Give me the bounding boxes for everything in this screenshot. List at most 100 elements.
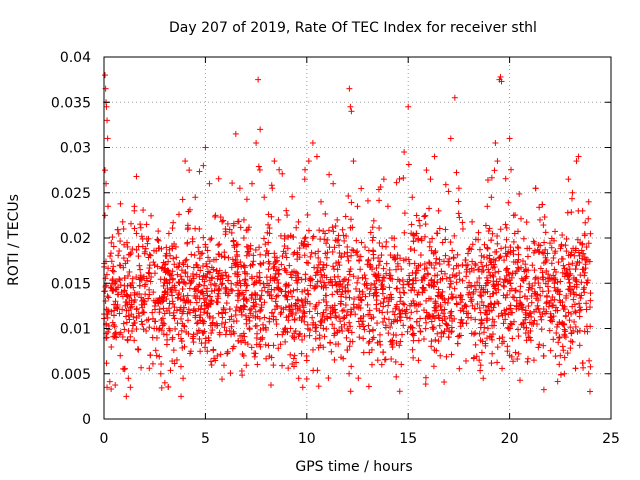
data-point <box>438 307 445 314</box>
data-point <box>534 302 541 309</box>
data-point <box>409 331 416 338</box>
data-point <box>120 225 127 232</box>
data-point <box>469 241 476 248</box>
data-point <box>193 299 200 306</box>
data-point <box>220 362 227 369</box>
data-point <box>115 252 122 259</box>
data-point <box>360 349 367 356</box>
data-point <box>353 237 360 244</box>
data-point <box>422 212 429 219</box>
data-point <box>108 258 115 265</box>
data-point <box>102 167 109 174</box>
data-point <box>257 343 264 350</box>
data-point <box>369 237 376 244</box>
data-point <box>145 269 152 276</box>
data-point <box>360 335 367 342</box>
data-point <box>184 310 191 317</box>
data-point <box>383 270 390 277</box>
data-point <box>422 221 429 228</box>
data-point <box>422 374 429 381</box>
data-point <box>198 250 205 257</box>
data-point <box>405 103 412 110</box>
data-point <box>396 388 403 395</box>
data-point <box>496 335 503 342</box>
data-point <box>561 332 568 339</box>
data-point <box>397 294 404 301</box>
data-point <box>323 254 330 261</box>
data-point <box>136 282 143 289</box>
data-point <box>138 364 145 371</box>
data-point <box>228 280 235 287</box>
data-point <box>310 233 317 240</box>
data-point <box>114 226 121 233</box>
data-point <box>157 370 164 377</box>
data-point <box>215 251 222 258</box>
data-point <box>523 219 530 226</box>
data-point <box>347 216 354 223</box>
data-point <box>117 238 124 245</box>
data-point <box>257 126 264 133</box>
data-point <box>146 365 153 372</box>
data-point <box>257 260 264 267</box>
data-point <box>117 277 124 284</box>
data-point <box>379 318 386 325</box>
data-point <box>347 388 354 395</box>
data-point <box>262 341 269 348</box>
data-point <box>572 309 579 316</box>
data-point <box>303 375 310 382</box>
data-point <box>288 274 295 281</box>
data-point <box>415 337 422 344</box>
data-point <box>203 263 210 270</box>
data-point <box>276 166 283 173</box>
data-point <box>502 310 509 317</box>
data-point <box>257 251 264 258</box>
data-point <box>107 250 114 257</box>
data-point <box>192 194 199 201</box>
x-tick-label: 10 <box>298 431 316 447</box>
y-tick-label: 0.035 <box>51 95 91 111</box>
data-point <box>146 251 153 258</box>
data-point <box>476 357 483 364</box>
data-point <box>104 314 111 321</box>
data-point <box>542 229 549 236</box>
data-point <box>305 260 312 267</box>
data-point <box>139 304 146 311</box>
data-point <box>559 343 566 350</box>
data-point <box>136 262 143 269</box>
data-point <box>189 235 196 242</box>
data-point <box>554 321 561 328</box>
data-point <box>204 247 211 254</box>
data-point <box>256 308 263 315</box>
data-point <box>143 221 150 228</box>
data-point <box>306 332 313 339</box>
data-point <box>572 323 579 330</box>
data-point <box>405 256 412 263</box>
data-point <box>417 252 424 259</box>
data-point <box>453 169 460 176</box>
data-point <box>397 314 404 321</box>
data-point <box>330 263 337 270</box>
data-point <box>387 291 394 298</box>
data-point <box>562 242 569 249</box>
data-point <box>563 248 570 255</box>
data-point <box>516 190 523 197</box>
data-point <box>149 360 156 367</box>
data-point <box>449 247 456 254</box>
data-point <box>218 281 225 288</box>
data-point <box>434 330 441 337</box>
data-point <box>158 361 165 368</box>
data-point <box>384 203 391 210</box>
data-point <box>498 245 505 252</box>
data-point <box>474 279 481 286</box>
data-point <box>455 198 462 205</box>
data-point <box>556 334 563 341</box>
data-point <box>488 194 495 201</box>
data-point <box>123 313 130 320</box>
data-point <box>268 354 275 361</box>
data-point <box>381 315 388 322</box>
data-point <box>109 234 116 241</box>
data-point <box>483 307 490 314</box>
data-point <box>436 322 443 329</box>
data-point <box>442 181 449 188</box>
